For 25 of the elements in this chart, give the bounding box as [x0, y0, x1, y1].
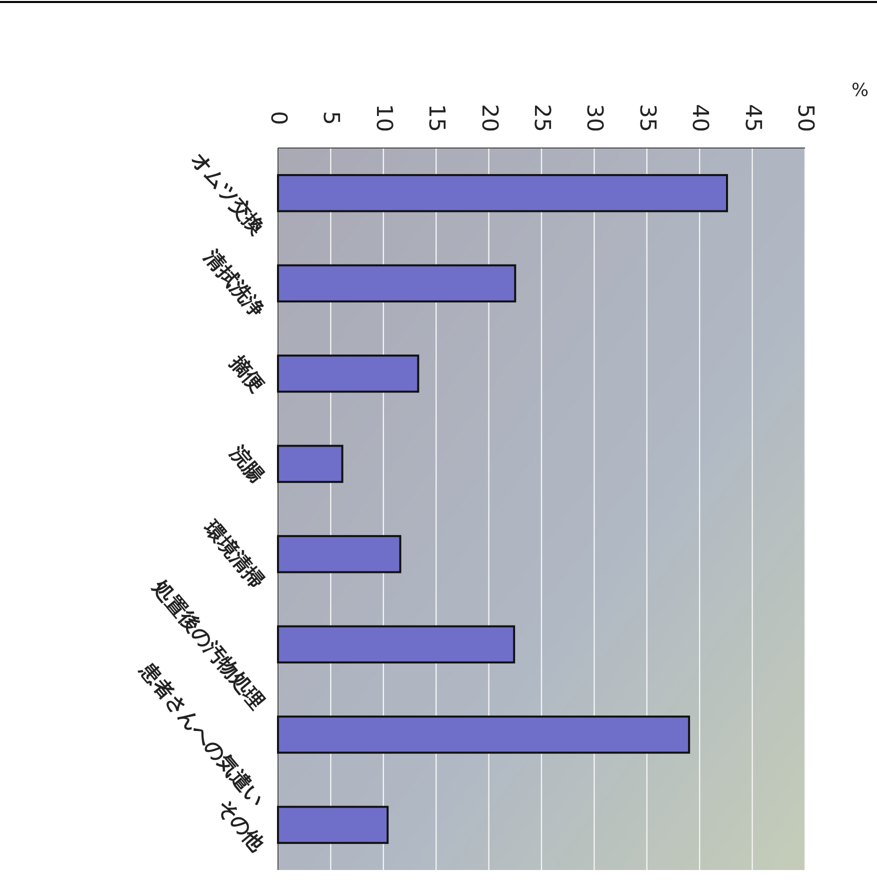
bar — [277, 264, 516, 302]
bar — [277, 716, 690, 754]
bar — [277, 444, 344, 483]
x-tick-label: 0 — [266, 111, 290, 125]
x-tick-label: 35 — [634, 104, 660, 132]
x-tick-label: 20 — [476, 104, 502, 132]
y-tick-label: 摘便 — [224, 350, 270, 397]
bar — [277, 806, 389, 844]
x-tick-label: 40 — [687, 104, 712, 132]
bar — [277, 535, 402, 574]
bar — [277, 174, 728, 212]
bar — [277, 354, 420, 393]
y-tick-label: 環境清掃 — [199, 515, 270, 592]
bar — [277, 625, 516, 664]
y-tick-label: 浣腸 — [224, 440, 270, 487]
x-tick-label: 5 — [318, 111, 344, 125]
x-axis-title: % — [851, 80, 869, 101]
x-tick-label: 15 — [424, 104, 449, 132]
x-tick-label: 10 — [370, 104, 396, 132]
x-tick-label: 30 — [582, 104, 607, 132]
x-tick-label: 45 — [740, 104, 765, 132]
y-tick-label: 清拭洗浄 — [199, 244, 270, 322]
x-tick-label: 25 — [529, 104, 554, 132]
x-tick-label: 50 — [792, 104, 818, 132]
y-tick-label: オムツ交換 — [186, 147, 270, 240]
